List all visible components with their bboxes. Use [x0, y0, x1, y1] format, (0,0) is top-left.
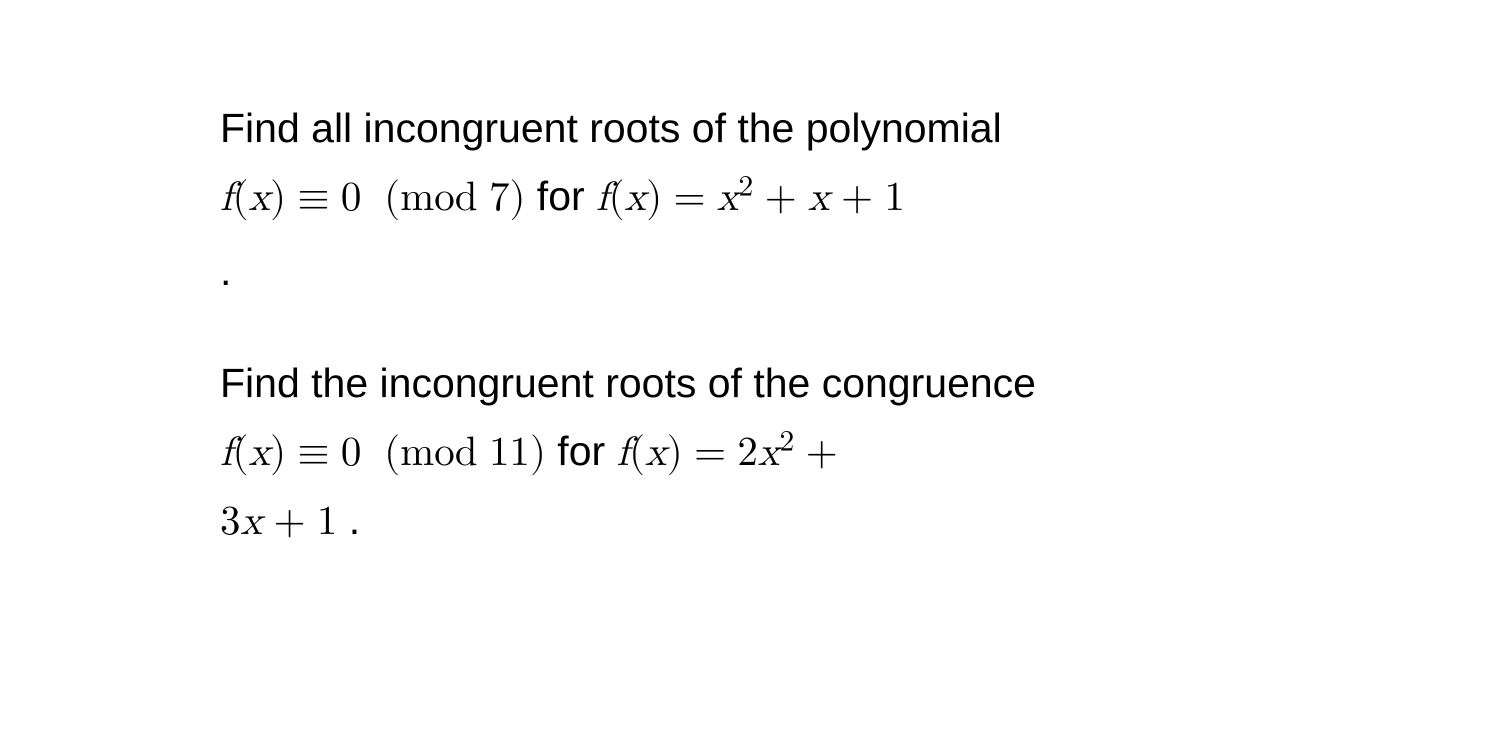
mod-word-1: mod — [400, 177, 477, 218]
mod-word-2: mod — [400, 432, 477, 473]
coef1-2: 2 — [737, 432, 758, 473]
mod-value-2: 11 — [489, 432, 530, 473]
problem-1-intro: Find all incongruent roots of the polyno… — [220, 105, 1002, 151]
problem-2-intro: Find the incongruent roots of the congru… — [220, 360, 1036, 406]
rhs-func-2: f — [617, 432, 630, 473]
rparen: ) — [270, 177, 286, 218]
problem-2: Find the incongruent roots of the congru… — [220, 350, 1300, 555]
mod-value-1: 7 — [489, 177, 510, 218]
end-period-2: . — [337, 497, 360, 543]
rhs-func-1: f — [596, 177, 609, 218]
zero-1: 0 — [341, 177, 362, 218]
rparen2: ) — [646, 177, 662, 218]
plus2-2: + — [274, 501, 306, 542]
rhs-arg-1: x — [625, 177, 647, 218]
problem-2-lhs-func: f — [220, 432, 233, 473]
separator-dot: . — [220, 251, 1300, 292]
mod-open-1: ( — [384, 177, 400, 218]
term3-2: 1 — [317, 501, 338, 542]
poly-exp-1: 2 — [739, 171, 754, 201]
problem-1: Find all incongruent roots of the polyno… — [220, 95, 1300, 292]
problem-1-lhs-arg: x — [249, 177, 271, 218]
term2-var-2: x — [241, 501, 263, 542]
lparen4: ( — [629, 432, 645, 473]
lparen: ( — [233, 177, 249, 218]
equiv-1: ≡ — [298, 177, 330, 218]
equals-2: = — [694, 432, 726, 473]
lparen3: ( — [233, 432, 249, 473]
rparen3: ) — [270, 432, 286, 473]
poly-var-1: x — [717, 177, 739, 218]
zero-2: 0 — [341, 432, 362, 473]
problem-1-lhs-func: f — [220, 177, 233, 218]
mod-close-1: ) — [509, 177, 525, 218]
content-area: Find all incongruent roots of the polyno… — [220, 95, 1300, 613]
mod-close-2: ) — [530, 432, 546, 473]
coef2-2: 3 — [220, 501, 241, 542]
problem-2-lhs-arg: x — [249, 432, 271, 473]
mod-open-2: ( — [384, 432, 400, 473]
plus1-2: + — [806, 432, 838, 473]
rhs-arg-2: x — [645, 432, 667, 473]
poly-exp-2: 2 — [780, 426, 795, 456]
for-word-2: for — [557, 428, 616, 474]
term3-1: 1 — [884, 177, 905, 218]
plus1-1: + — [765, 177, 797, 218]
equals-1: = — [674, 177, 706, 218]
poly-var-2: x — [758, 432, 780, 473]
lparen2: ( — [609, 177, 625, 218]
plus2-1: + — [841, 177, 873, 218]
term2-var-1: x — [808, 177, 830, 218]
rparen4: ) — [667, 432, 683, 473]
equiv-2: ≡ — [298, 432, 330, 473]
for-word-1: for — [537, 173, 596, 219]
